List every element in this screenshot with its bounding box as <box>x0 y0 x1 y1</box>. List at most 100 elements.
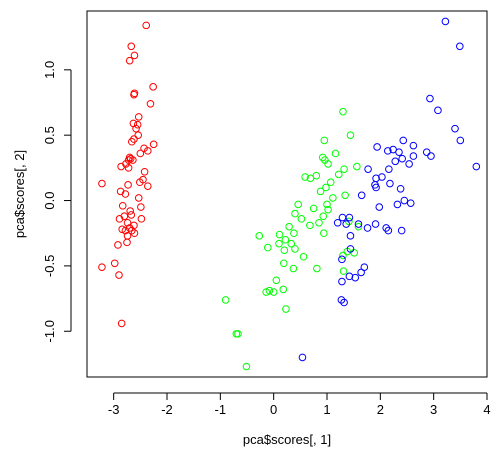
data-point <box>149 83 157 91</box>
data-point <box>316 187 325 196</box>
y-tick-label: 0.0 <box>42 191 57 209</box>
data-point <box>121 190 130 198</box>
data-point <box>351 273 360 282</box>
data-point <box>318 153 327 162</box>
data-point <box>290 229 298 238</box>
data-point <box>255 232 264 240</box>
x-tick-label: 2 <box>377 402 384 417</box>
data-point <box>269 288 278 296</box>
data-point <box>124 164 133 172</box>
data-point <box>299 252 308 261</box>
data-point <box>130 229 139 238</box>
x-tick-label: 3 <box>430 402 437 417</box>
data-point <box>322 183 330 192</box>
data-point <box>331 149 340 158</box>
data-point <box>117 319 126 328</box>
plot-frame <box>86 10 488 378</box>
data-point <box>339 251 347 260</box>
data-point <box>280 246 289 255</box>
data-point <box>126 207 134 215</box>
data-point <box>434 106 442 115</box>
data-point <box>340 165 348 173</box>
data-point <box>326 178 335 187</box>
data-point <box>386 179 394 188</box>
data-point <box>134 131 142 139</box>
data-point <box>406 199 415 207</box>
data-point <box>363 224 372 232</box>
data-point <box>373 143 381 151</box>
data-point <box>133 120 142 129</box>
x-tick-label: -2 <box>161 402 173 417</box>
y-tick-label: 0.5 <box>42 126 57 144</box>
data-point <box>309 204 318 213</box>
data-point <box>339 267 348 275</box>
data-point <box>275 230 284 239</box>
data-point <box>136 178 144 187</box>
data-point <box>338 277 346 286</box>
data-point <box>393 200 402 209</box>
data-point <box>144 147 152 155</box>
data-point <box>354 222 363 231</box>
data-point <box>124 181 132 189</box>
data-point <box>385 165 393 173</box>
data-point <box>137 203 145 211</box>
data-point <box>339 107 347 116</box>
data-point <box>146 100 155 108</box>
data-point <box>397 226 406 235</box>
data-point <box>242 362 251 371</box>
data-point <box>130 135 138 143</box>
data-point <box>400 196 409 205</box>
data-point <box>306 174 315 183</box>
data-point <box>338 213 347 222</box>
data-point <box>338 255 346 264</box>
data-point <box>98 263 106 272</box>
data-point <box>353 162 361 171</box>
data-point <box>142 21 150 30</box>
data-point <box>396 184 405 193</box>
data-point <box>345 272 354 281</box>
data-point <box>384 226 393 235</box>
data-point <box>313 264 321 273</box>
y-axis-label: pca$scores[, 2] <box>12 150 27 238</box>
data-point <box>221 296 230 304</box>
data-point <box>272 276 281 285</box>
data-point <box>130 51 139 60</box>
data-point <box>382 224 391 232</box>
data-point <box>289 264 298 273</box>
data-point <box>357 191 366 200</box>
data-point <box>320 229 328 238</box>
data-point <box>399 136 408 145</box>
data-point <box>323 200 331 209</box>
data-point <box>125 56 134 65</box>
data-point <box>319 212 328 221</box>
data-point <box>281 235 290 244</box>
data-point <box>346 131 355 139</box>
data-point <box>126 154 135 163</box>
data-point <box>265 286 274 295</box>
data-point <box>123 218 132 227</box>
x-tick-label: -3 <box>108 402 120 417</box>
data-point <box>115 271 123 279</box>
data-point <box>279 285 288 294</box>
x-tick-label: 0 <box>270 402 277 417</box>
data-point <box>124 156 133 164</box>
data-point <box>127 211 136 219</box>
data-point <box>125 224 134 232</box>
data-point <box>372 183 380 192</box>
data-point <box>117 162 125 171</box>
data-point <box>315 218 323 227</box>
data-point <box>398 154 407 163</box>
data-point <box>342 220 351 228</box>
data-point <box>456 136 465 145</box>
data-point <box>427 152 435 160</box>
data-point <box>354 220 363 228</box>
data-point <box>294 200 303 209</box>
y-tick-label: 1.0 <box>42 61 57 79</box>
data-point <box>275 239 283 248</box>
y-axis: -1.0 -0.5 0.0 0.5 1.0 <box>42 61 72 342</box>
data-point <box>456 42 464 51</box>
data-point <box>409 152 418 160</box>
data-point <box>346 232 355 240</box>
